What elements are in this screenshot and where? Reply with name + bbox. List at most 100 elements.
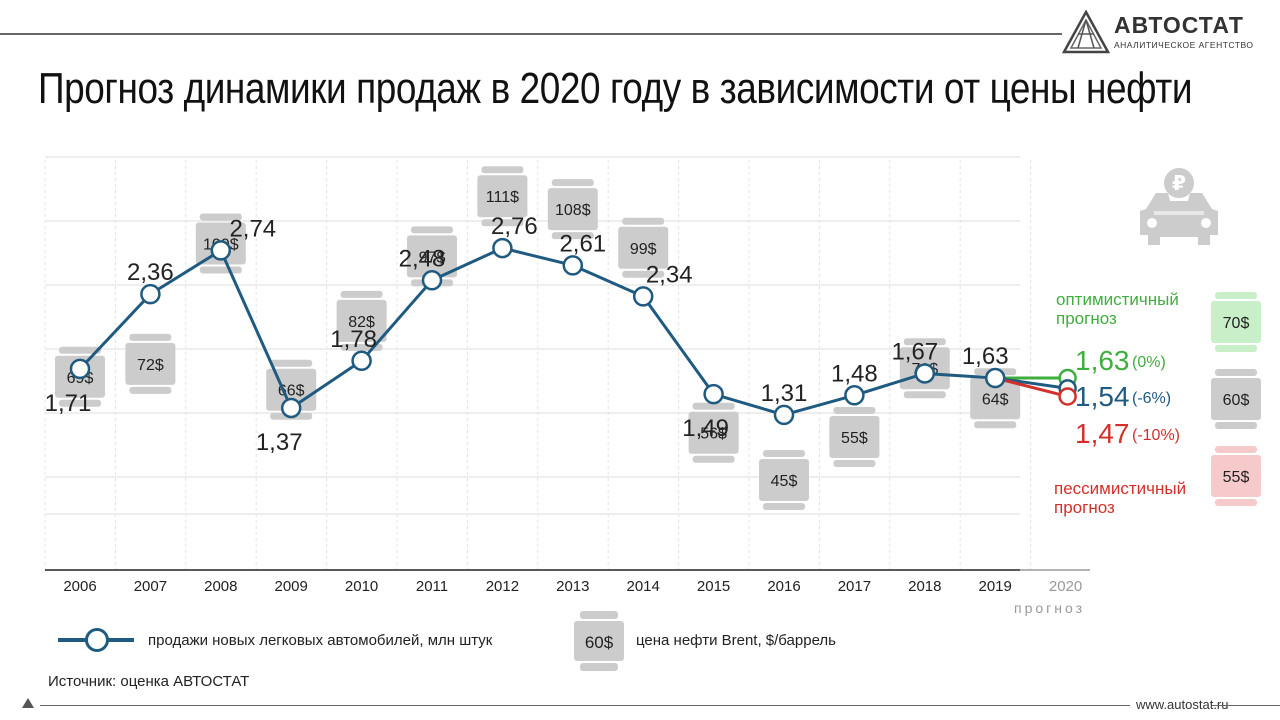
footer-rule-right [1212, 705, 1280, 706]
x-tick-label: 2008 [204, 578, 237, 595]
oil-barrel-rim-top [59, 346, 101, 354]
x-tick-label: 2020 [1049, 578, 1082, 595]
x-tick-label: 2012 [486, 578, 519, 595]
oil-barrel-rim-top [692, 402, 735, 410]
scenario-oil-barrel [1211, 301, 1261, 343]
sales-value-label: 1,63 [962, 343, 1009, 370]
oil-barrel-rim-bottom [199, 266, 242, 274]
oil-barrel-rim-bottom [692, 455, 735, 463]
x-tick-label: 2011 [416, 578, 448, 595]
forecast-note: прогноз [1014, 600, 1086, 616]
oil-barrel-rim-top [903, 338, 946, 346]
oil-price-label: 60$ [1223, 392, 1250, 409]
oil-barrel [829, 416, 880, 458]
oil-price-label: 111$ [486, 189, 519, 206]
oil-barrel [618, 226, 669, 269]
x-tick-label: 2014 [627, 578, 660, 595]
logo-mark-icon [1062, 10, 1110, 54]
x-tick-label: 2015 [697, 578, 730, 595]
sales-point [844, 385, 865, 406]
scenario-oil-barrel-rim-top [1215, 369, 1257, 376]
oil-price-label: 56$ [700, 426, 727, 443]
scenario-oil-barrel-rim-top [1215, 446, 1257, 453]
oil-barrel-rim-top [270, 359, 313, 367]
scenario-oil-barrel-rim-bottom [1215, 422, 1257, 429]
scenario-value-label: 1,54 [1075, 381, 1130, 412]
sales-point [562, 255, 584, 276]
oil-barrel-rim-bottom [129, 386, 172, 394]
x-tick-label: 2019 [979, 578, 1012, 595]
x-tick-label: 2018 [908, 578, 941, 595]
oil-price-label: 108$ [555, 202, 591, 219]
optimistic-scenario-label: оптимистичный прогноз [1056, 290, 1179, 328]
pessimistic-line-2: прогноз [1054, 498, 1115, 517]
scenario-oil-barrel [1211, 378, 1261, 420]
x-tick-label: 2013 [556, 578, 589, 595]
oil-price-label: 70$ [1223, 315, 1250, 332]
sales-point [210, 240, 232, 261]
logo-subtitle: АНАЛИТИЧЕСКОЕ АГЕНТСТВО [1114, 40, 1254, 50]
scenario-value-label: 1,63 [1075, 345, 1130, 376]
scenario-change-label: (-6%) [1132, 390, 1171, 407]
oil-barrel-rim-bottom [481, 219, 524, 227]
sales-value-label: 2,76 [491, 213, 538, 240]
sales-point [280, 397, 302, 419]
oil-barrel [759, 459, 809, 501]
page-title: Прогноз динамики продаж в 2020 году в за… [38, 64, 1193, 113]
oil-price-label: 97$ [419, 249, 446, 266]
sales-value-label: 1,37 [256, 429, 303, 456]
sales-value-label: 1,48 [831, 360, 878, 387]
oil-barrel-rim-top [763, 450, 805, 457]
scenario-oil-barrel-rim-bottom [1215, 499, 1257, 506]
oil-price-label: 82$ [348, 314, 375, 331]
optimistic-line-1: оптимистичный [1056, 290, 1179, 309]
site-url: www.autostat.ru [1136, 697, 1229, 712]
oil-price-label: 99$ [630, 241, 657, 258]
sales-point [140, 283, 161, 305]
sales-point [69, 358, 91, 380]
oil-barrel-rim-top [340, 290, 383, 298]
sales-value-label: 1,49 [682, 415, 729, 442]
oil-barrel [336, 299, 387, 342]
oil-barrel [407, 235, 457, 278]
legend-sales-label: продажи новых легковых автомобилей, млн … [148, 632, 493, 649]
oil-barrel-rim-bottom [551, 232, 594, 240]
oil-price-label: 72$ [137, 357, 164, 374]
scenario-oil-barrel-rim-top [1215, 292, 1257, 299]
oil-barrel-rim-bottom [622, 270, 665, 278]
source-note: Источник: оценка АВТОСТАТ [48, 673, 250, 690]
oil-barrel-rim-bottom [763, 503, 805, 510]
header-rule [0, 33, 1062, 35]
sales-value-label: 2,48 [399, 245, 446, 272]
legend-marker-swatch [85, 628, 109, 652]
x-tick-label: 2016 [767, 578, 800, 595]
legend-oil-label: цена нефти Brent, $/баррель [636, 632, 836, 649]
sales-point [984, 367, 1006, 389]
scenario-oil-barrel-rim-bottom [1215, 345, 1257, 352]
optimistic-line-2: прогноз [1056, 309, 1117, 328]
oil-barrel-rim-bottom [903, 391, 946, 399]
sales-value-label: 1,71 [45, 390, 92, 417]
sales-point [773, 404, 795, 426]
x-tick-label: 2017 [838, 578, 871, 595]
logo-name: АВТОСТАТ [1114, 12, 1244, 38]
sales-value-label: 1,67 [891, 338, 938, 365]
oil-barrel [970, 377, 1021, 420]
x-tick-label: 2009 [275, 578, 308, 595]
oil-barrel-rim-top [411, 226, 453, 234]
sales-point [421, 270, 443, 291]
oil-barrel [688, 411, 739, 454]
oil-barrel-rim-top [551, 179, 594, 187]
sales-point [351, 350, 372, 372]
sales-point [914, 363, 936, 384]
sales-value-label: 2,74 [229, 215, 276, 242]
car-ruble-icon: ₽ [1140, 168, 1218, 245]
sales-point [632, 286, 654, 307]
scenario-value-label: 1,47 [1075, 418, 1130, 449]
x-tick-label: 2006 [63, 578, 96, 595]
sales-value-label: 1,78 [330, 326, 377, 353]
oil-price-label: 55$ [1223, 469, 1250, 486]
footer-triangle-icon [22, 698, 34, 708]
x-tick-label: 2007 [134, 578, 167, 595]
